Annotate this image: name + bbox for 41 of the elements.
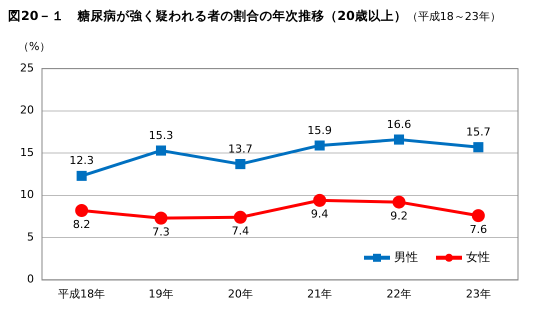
point	[392, 196, 406, 209]
point	[472, 209, 485, 222]
point	[314, 140, 325, 151]
data-label: 16.6	[386, 118, 412, 131]
y-tick-label: 0	[26, 272, 34, 286]
point	[234, 210, 247, 224]
x-tick-label: 21年	[307, 287, 332, 300]
y-tick-label: 15	[20, 146, 34, 159]
x-tick-label: 22年	[386, 287, 412, 300]
data-label: 9.4	[310, 208, 328, 221]
data-label: 7.3	[152, 225, 170, 238]
y-tick-label: 25	[20, 61, 34, 74]
x-tick-label: 平成18年	[58, 287, 106, 300]
point	[75, 204, 88, 218]
data-label: 12.3	[69, 154, 94, 168]
point	[154, 212, 168, 225]
data-label: 8.2	[72, 218, 90, 231]
y-tick-label: 5	[26, 230, 34, 244]
data-label: 15.9	[307, 124, 332, 137]
point	[156, 146, 166, 156]
data-label: 7.4	[232, 224, 250, 238]
chart-title: 図20－１ 糖尿病が強く疑われる者の割合の年次推移（20歳以上）	[8, 8, 407, 23]
legend-label: 女性	[466, 250, 490, 264]
data-label: 15.7	[466, 126, 491, 139]
x-tick-label: 19年	[148, 287, 174, 300]
point	[394, 134, 404, 145]
y-tick-label: 10	[20, 188, 34, 202]
x-tick-label: 23年	[466, 287, 491, 300]
point	[76, 170, 87, 181]
data-label: 13.7	[228, 142, 253, 156]
y-axis-title: （%）	[18, 39, 52, 54]
point	[473, 142, 484, 152]
data-label: 9.2	[390, 209, 408, 222]
data-label: 7.6	[470, 222, 488, 236]
data-label: 15.3	[148, 128, 174, 142]
y-tick-label: 20	[20, 104, 34, 117]
chart-subtitle: （平成18～23年）	[406, 10, 501, 23]
x-tick-label: 20年	[228, 287, 253, 300]
point	[235, 159, 246, 170]
point	[313, 194, 326, 207]
legend-label: 男性	[394, 250, 418, 264]
